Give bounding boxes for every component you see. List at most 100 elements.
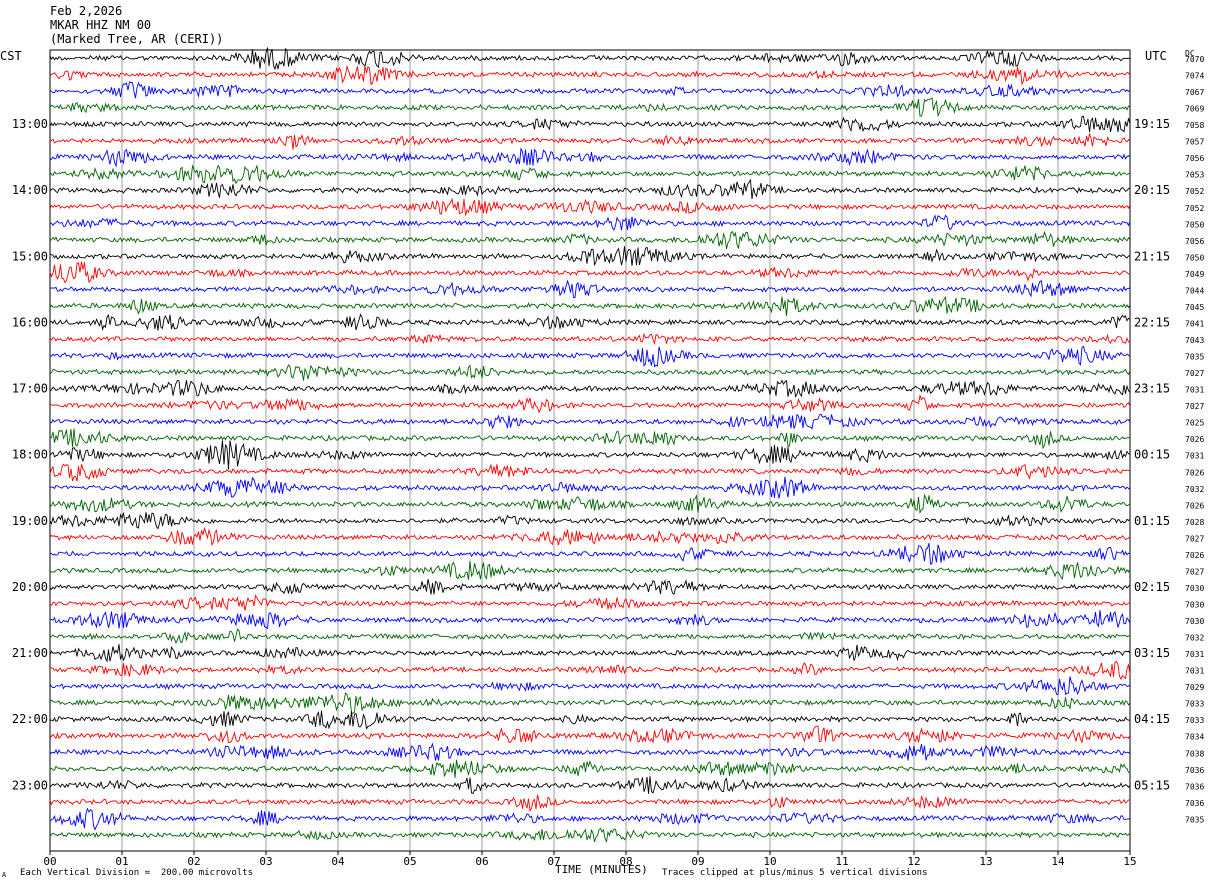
cst-hour-label: 20:00 [12, 580, 48, 594]
dc-offset-value: 7058 [1185, 121, 1204, 130]
seismic-trace-row [49, 178, 1131, 200]
cst-hour-label: 14:00 [12, 183, 48, 197]
seismic-trace-row [49, 579, 1131, 595]
dc-offset-value: 7074 [1185, 72, 1204, 81]
dc-offset-value: 7070 [1185, 55, 1204, 64]
dc-offset-value: 7026 [1185, 551, 1204, 560]
seismic-trace-row [49, 676, 1131, 696]
seismic-trace-row [49, 463, 1131, 482]
seismic-trace-row [49, 710, 1131, 730]
dc-offset-value: 7026 [1185, 435, 1204, 444]
seismic-trace-row [49, 394, 1131, 414]
seismic-trace-row [49, 64, 1131, 86]
x-tick-label: 13 [979, 855, 992, 868]
seismic-trace-row [49, 197, 1131, 216]
seismic-trace-row [49, 132, 1131, 150]
dc-offset-value: 7045 [1185, 303, 1204, 312]
x-tick-label: 09 [691, 855, 704, 868]
plot-frame [49, 49, 1131, 852]
seismic-trace-row [49, 413, 1131, 430]
dc-offset-value: 7052 [1185, 187, 1204, 196]
utc-hour-label: 20:15 [1134, 183, 1170, 197]
utc-hour-label: 03:15 [1134, 646, 1170, 660]
x-tick-label: 03 [259, 855, 272, 868]
dc-offset-value: 7053 [1185, 171, 1204, 180]
dc-offset-value: 7031 [1185, 452, 1204, 461]
dc-offset-value: 7031 [1185, 386, 1204, 395]
x-tick-label: 02 [187, 855, 200, 868]
dc-offset-value: 7044 [1185, 286, 1204, 295]
cst-hour-label: 19:00 [12, 514, 48, 528]
seismic-trace-row [49, 115, 1131, 133]
right-timezone-label: UTC [1145, 49, 1167, 63]
dc-offset-value: 7034 [1185, 733, 1204, 742]
seismic-trace-row [49, 313, 1131, 331]
x-tick-label: 15 [1123, 855, 1136, 868]
dc-offset-value: 7031 [1185, 650, 1204, 659]
x-tick-label: 07 [547, 855, 560, 868]
dc-offset-value: 7027 [1185, 402, 1204, 411]
dc-offset-value: 7025 [1185, 419, 1204, 428]
seismic-trace-row [49, 230, 1131, 250]
dc-offset-value: 7032 [1185, 634, 1204, 643]
clipping-note: Traces clipped at plus/minus 5 vertical … [662, 868, 928, 878]
seismic-trace-row [49, 164, 1131, 185]
dc-offset-value: 7027 [1185, 534, 1204, 543]
seismic-trace-row [49, 542, 1131, 565]
utc-hour-label: 01:15 [1134, 514, 1170, 528]
cst-hour-label: 23:00 [12, 778, 48, 792]
corner-mark: A [2, 871, 7, 879]
utc-hour-label: 04:15 [1134, 712, 1170, 726]
dc-offset-value: 7031 [1185, 667, 1204, 676]
utc-hour-label: 22:15 [1134, 315, 1170, 329]
seismic-trace-row [49, 81, 1131, 99]
seismic-trace-row [49, 594, 1131, 611]
seismic-trace-row [49, 476, 1131, 499]
dc-offset-value: 7033 [1185, 700, 1204, 709]
seismic-trace-row [49, 440, 1131, 470]
x-axis-label: TIME (MINUTES) [555, 863, 648, 876]
utc-hour-label: 19:15 [1134, 117, 1170, 131]
cst-hour-label: 22:00 [12, 712, 48, 726]
seismic-trace-row [49, 794, 1131, 812]
dc-offset-value: 7036 [1185, 799, 1204, 808]
x-tick-label: 10 [763, 855, 776, 868]
dc-offset-value: 7035 [1185, 815, 1204, 824]
dc-offset-value: 7036 [1185, 766, 1204, 775]
seismic-trace-row [49, 512, 1131, 530]
dc-offset-value: 7036 [1185, 782, 1204, 791]
dc-offset-value: 7029 [1185, 683, 1204, 692]
dc-offset-value: 7057 [1185, 138, 1204, 147]
dc-offset-value: 7032 [1185, 485, 1204, 494]
dc-offset-value: 7030 [1185, 600, 1204, 609]
cst-hour-label: 13:00 [12, 117, 48, 131]
seismic-trace-row [49, 692, 1131, 714]
seismic-trace-row [49, 332, 1131, 346]
seismic-trace-row [50, 246, 1131, 267]
seismic-trace-row [50, 560, 1131, 581]
seismic-trace-row [49, 379, 1131, 398]
dc-offset-value: 7056 [1185, 154, 1204, 163]
cst-hour-label: 21:00 [12, 646, 48, 660]
dc-offset-value: 7035 [1185, 353, 1204, 362]
cst-hour-label: 18:00 [12, 448, 48, 462]
dc-offset-value: 7052 [1185, 204, 1204, 213]
seismic-trace-row [49, 345, 1131, 368]
utc-hour-label: 05:15 [1134, 778, 1170, 792]
seismic-trace-row [49, 296, 1131, 316]
x-tick-label: 06 [475, 855, 488, 868]
dc-offset-value: 7030 [1185, 617, 1204, 626]
station-code: MKAR HHZ NM 00 [50, 18, 152, 32]
seismic-trace-row [49, 147, 1131, 168]
dc-offset-value: 7033 [1185, 716, 1204, 725]
dc-offset-value: 7027 [1185, 369, 1204, 378]
seismic-trace-row [49, 610, 1131, 630]
seismic-trace-row [49, 759, 1131, 779]
x-tick-label: 14 [1051, 855, 1065, 868]
cst-hour-label: 16:00 [12, 315, 48, 329]
dc-offset-header: DC [1185, 49, 1195, 58]
seismic-trace-row [49, 660, 1131, 681]
dc-offset-value: 7049 [1185, 270, 1204, 279]
x-tick-label: 01 [115, 855, 128, 868]
